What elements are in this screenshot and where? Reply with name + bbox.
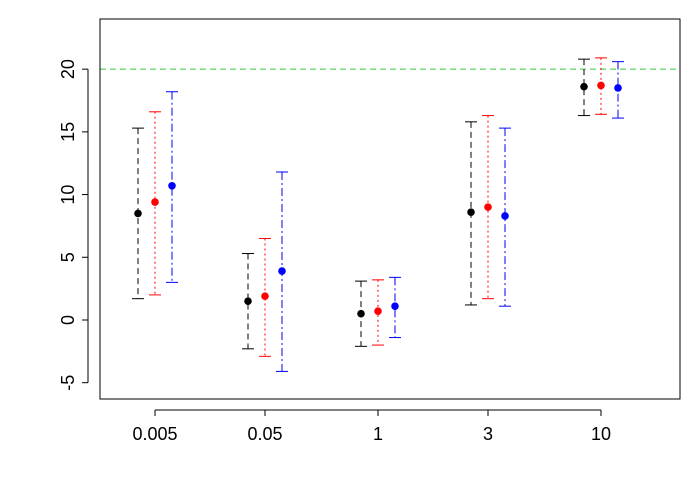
x-tick-label: 1 (373, 424, 383, 444)
data-point (614, 84, 622, 92)
data-point (151, 198, 159, 206)
data-point (391, 302, 399, 310)
x-axis: 0.005 0.05 1 3 10 (132, 409, 611, 444)
data-point (501, 212, 509, 220)
data-point (278, 267, 286, 275)
x-tick-label: 10 (591, 424, 611, 444)
data-point (484, 203, 492, 211)
y-tick-label: -5 (58, 375, 78, 391)
y-tick-label: 20 (58, 59, 78, 79)
data-point (597, 81, 605, 90)
data-point (244, 297, 252, 305)
data-point (261, 292, 269, 300)
series-1 (132, 58, 590, 350)
y-tick-label: 0 (58, 315, 78, 325)
plot-content (100, 57, 680, 372)
y-tick-label: 15 (58, 122, 78, 142)
data-point (134, 209, 142, 218)
y-axis: -5 0 5 10 15 20 (58, 59, 89, 391)
x-tick-label: 0.005 (132, 424, 177, 444)
data-point (357, 309, 365, 318)
x-tick-label: 3 (483, 424, 493, 444)
data-point (374, 307, 382, 316)
plot-frame (99, 18, 681, 400)
y-tick-label: 5 (58, 252, 78, 262)
series-2 (149, 57, 607, 357)
data-point (580, 82, 588, 91)
data-point (168, 181, 176, 190)
data-point (467, 208, 475, 216)
y-tick-label: 10 (58, 185, 78, 205)
x-tick-label: 0.05 (247, 424, 282, 444)
series-3 (166, 61, 624, 372)
